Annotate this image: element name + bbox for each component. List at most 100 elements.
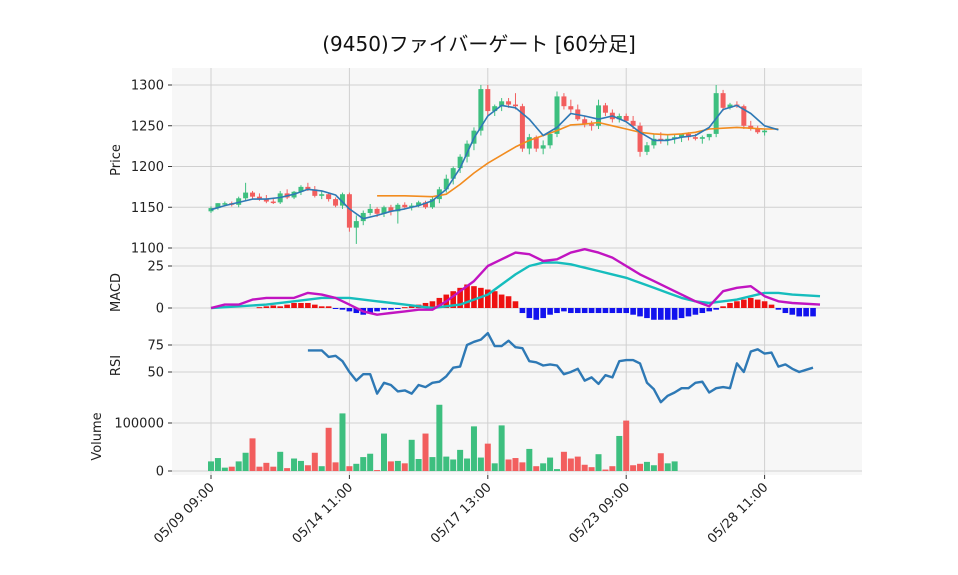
candle-body [312,189,318,196]
macd-histogram-bar [491,291,498,308]
volume-bar [484,443,491,471]
macd-histogram-bar [568,308,574,314]
candle-body [478,89,484,131]
volume-bar [360,457,367,471]
candle-body [644,145,650,152]
candle-body [388,207,394,212]
volume-bar [429,457,436,471]
y-axis-label: RSI [109,355,124,376]
macd-histogram-bar [388,308,394,310]
macd-histogram-bar [720,306,726,308]
macd-histogram-bar [512,301,519,308]
macd-histogram-bar [395,308,401,309]
candle-body [512,104,518,107]
volume-bar [560,451,567,471]
candle-body [706,133,712,138]
macd-histogram-bar [561,308,567,312]
volume-bar [367,453,374,471]
macd-histogram-bar [616,308,623,314]
volume-bar [249,438,256,471]
candle-body [215,203,221,209]
volume-bar [554,469,560,471]
price-panel-bg [172,68,862,252]
macd-histogram-bar [533,308,540,320]
macd-histogram-bar [671,308,678,320]
volume-bar [505,459,512,471]
macd-histogram-bar [810,308,816,317]
y-axis-label: Price [109,144,124,176]
volume-bar [671,461,678,471]
macd-histogram-bar [374,308,380,312]
volume-bar [270,466,277,471]
volume-bar [277,451,284,471]
macd-histogram-bar [381,308,387,310]
y-tick-label: 1100 [131,242,164,257]
macd-histogram-bar [485,289,491,308]
macd-histogram-bar [713,308,719,310]
volume-bar [208,461,214,471]
candle-body [360,212,366,222]
macd-histogram-bar [644,308,650,319]
candle-body [748,125,754,130]
y-tick-label: 0 [156,465,164,480]
macd-histogram-bar [298,302,304,308]
macd-histogram-bar [727,302,733,308]
candle-body [339,194,345,206]
volume-bar [630,465,637,471]
chart-title: (9450)ファイバーゲート [60分足] [322,32,636,56]
macd-histogram-bar [768,304,775,308]
candle-body [713,93,719,134]
macd-histogram-bar [471,286,477,308]
candle-body [540,145,546,149]
volume-bar [228,466,235,471]
volume-bar [477,457,484,471]
candle-body [547,133,553,146]
volume-bar [581,464,588,471]
macd-histogram-bar [457,287,463,308]
volume-bar [408,439,415,471]
candle-body [602,105,608,113]
macd-histogram-bar [602,308,609,314]
candle-body [589,124,595,126]
candle-body [630,120,636,126]
candle-body [492,106,498,112]
macd-histogram-bar [464,284,470,308]
volume-bar [214,458,221,471]
volume-bar [519,462,526,471]
x-tick-label: 05/28 11:00 [705,480,772,547]
macd-histogram-bar [547,308,553,315]
candle-body [222,203,228,205]
macd-histogram-bar [353,308,360,314]
volume-bar [547,457,554,471]
y-tick-label: 50 [147,366,164,381]
macd-histogram-bar [367,308,373,314]
candle-body [236,198,242,205]
macd-histogram-bar [346,308,353,312]
macd-histogram-bar [609,308,616,314]
candle-body [485,89,491,112]
candle-body [464,143,470,157]
candle-body [679,133,685,138]
macd-histogram-bar [270,305,277,308]
candle-body [651,138,657,146]
candle-body [637,125,643,152]
x-tick-label: 05/17 13:00 [428,480,495,547]
volume-bar [221,467,228,471]
x-tick-label: 05/14 11:00 [290,480,357,547]
volume-bar [235,461,242,471]
candle-body [741,106,747,126]
volume-bar [609,466,616,471]
macd-histogram-bar [401,307,408,309]
candle-body [533,137,539,149]
macd-histogram-bar [761,301,768,308]
macd-histogram-bar [637,308,643,317]
y-tick-label: 1150 [131,201,164,216]
y-tick-label: 75 [147,339,164,354]
macd-histogram-bar [630,308,636,315]
ma-short-line [210,104,779,220]
volume-bar [394,460,401,471]
volume-bar [574,456,581,471]
candle-body [457,156,463,169]
candle-body [270,201,276,204]
y-tick-label: 100000 [114,417,164,432]
